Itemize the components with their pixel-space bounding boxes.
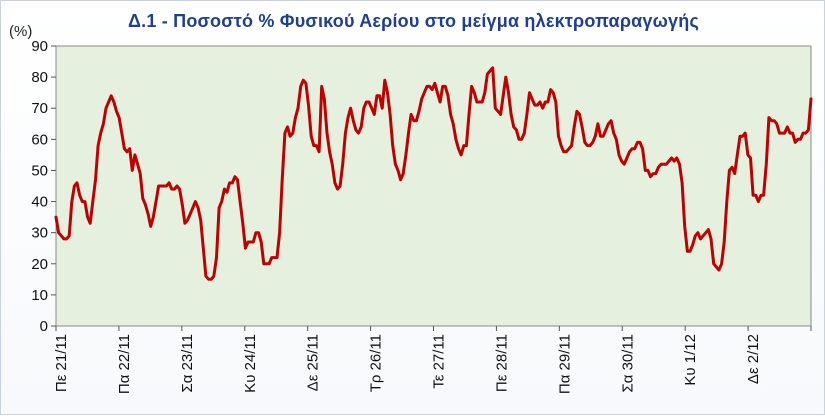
x-tick-label: Πε 21/11 — [53, 334, 70, 392]
series-line — [54, 66, 813, 281]
y-tick-label: 60 — [31, 131, 48, 148]
y-axis-label: (%) — [9, 23, 33, 40]
x-tick-label: Πα 22/11 — [116, 334, 133, 394]
y-tick-label: 90 — [31, 38, 48, 55]
plot-area — [55, 45, 812, 327]
x-axis: Πε 21/11 Πα 22/11 Σα 23/11 Κυ 24/11 Δε 25/11… — [53, 326, 812, 394]
x-tick-label: Τρ 26/11 — [368, 334, 385, 392]
x-tick-label: Κυ 24/11 — [242, 334, 259, 393]
x-tick-label: Πα 29/11 — [556, 334, 573, 394]
x-tick-label: Πε 28/11 — [493, 334, 510, 392]
y-tick-label: 50 — [31, 162, 48, 179]
y-tick-label: 10 — [31, 287, 48, 304]
y-tick-label: 30 — [31, 225, 48, 242]
x-tick-label: Τε 27/11 — [431, 334, 448, 389]
y-tick-label: 40 — [31, 194, 48, 211]
x-tick-label: Σα 23/11 — [179, 334, 196, 393]
y-tick-label: 80 — [31, 69, 48, 86]
x-tick-label: Κυ 1/12 — [682, 334, 699, 386]
y-axis: 0 10 20 30 40 50 60 70 80 90 — [31, 38, 56, 335]
x-tick-label: Δε 25/11 — [305, 334, 322, 391]
y-tick-label: 70 — [31, 100, 48, 117]
chart-title: Δ.1 - Ποσοστό % Φυσικού Αερίου στο μείγμ… — [127, 11, 700, 31]
x-tick-label: Σα 30/11 — [619, 334, 636, 393]
y-tick-label: 0 — [40, 318, 48, 335]
y-tick-label: 20 — [31, 256, 48, 273]
x-tick-label: Δε 2/12 — [745, 334, 762, 384]
